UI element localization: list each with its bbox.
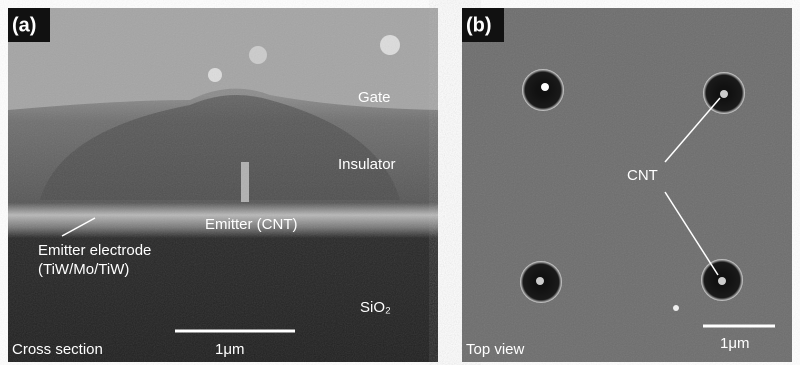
figure: (a) Gate Insulator Emitter (CNT) Emitter… bbox=[0, 0, 800, 365]
panel-b: (b) CNT 1μm Top view bbox=[462, 8, 792, 362]
particle bbox=[673, 305, 679, 311]
caption: Cross section bbox=[12, 341, 103, 358]
panel-label: (b) bbox=[466, 14, 492, 36]
texture bbox=[462, 8, 792, 362]
scale-label: 1μm bbox=[720, 335, 749, 352]
cnt-dot bbox=[718, 277, 726, 285]
panel-label: (a) bbox=[12, 14, 36, 36]
electrode-label: Emitter electrode bbox=[38, 242, 151, 259]
panel-a: (a) Gate Insulator Emitter (CNT) Emitter… bbox=[8, 8, 438, 362]
substrate-label: SiO₂ bbox=[360, 299, 391, 316]
page: (a) Gate Insulator Emitter (CNT) Emitter… bbox=[0, 0, 800, 365]
electrode-label: (TiW/Mo/TiW) bbox=[38, 261, 129, 278]
cnt-dot bbox=[720, 90, 728, 98]
cnt-dot bbox=[536, 277, 544, 285]
gate-label: Gate bbox=[358, 89, 391, 106]
emitter-label: Emitter (CNT) bbox=[205, 216, 298, 233]
scale-label: 1μm bbox=[215, 341, 244, 358]
cnt-label: CNT bbox=[627, 167, 658, 184]
insulator-label: Insulator bbox=[338, 156, 396, 173]
caption: Top view bbox=[466, 341, 525, 358]
cnt-dot bbox=[541, 83, 549, 91]
